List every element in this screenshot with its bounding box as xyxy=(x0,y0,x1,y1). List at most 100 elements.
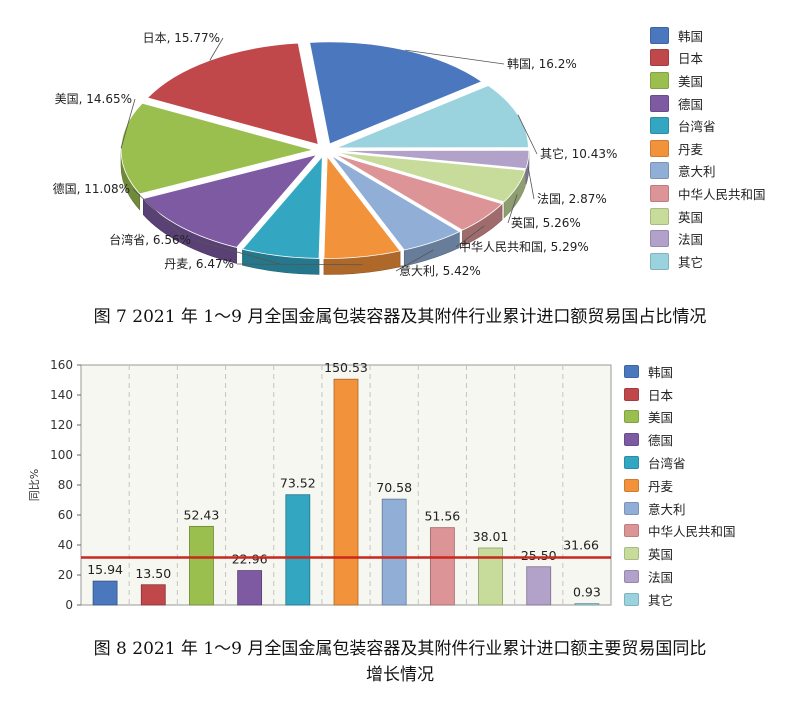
pie-data-label: 法国, 2.87% xyxy=(537,192,607,206)
legend-swatch xyxy=(650,94,669,112)
legend-label: 日本 xyxy=(678,51,704,67)
pie-leader-line xyxy=(405,49,505,65)
pie-legend-item: 韩国 xyxy=(650,24,766,47)
legend-label: 日本 xyxy=(648,387,674,403)
legend-label: 中华人民共和国 xyxy=(648,524,736,540)
y-tick-label: 140 xyxy=(50,388,73,402)
pie-tops xyxy=(120,41,530,259)
bar-legend-item: 丹麦 xyxy=(624,474,736,497)
legend-label: 意大利 xyxy=(648,501,686,517)
pie-leader-line xyxy=(193,239,280,265)
legend-swatch xyxy=(624,456,639,470)
bar-legend-item: 韩国 xyxy=(624,360,736,383)
legend-label: 中华人民共和国 xyxy=(678,186,766,202)
pie-labels: 韩国, 16.2% 其它, 10.43% 法国, 2.87% 英国, 5.26% 中华人… xyxy=(53,31,618,278)
pie-legend-item: 英国 xyxy=(650,205,766,228)
legend-label: 美国 xyxy=(648,410,674,426)
grid xyxy=(128,365,564,605)
legend-label: 丹麦 xyxy=(648,478,674,494)
pie-data-label: 中华人民共和国, 5.29% xyxy=(459,239,589,254)
pie-leader-line xyxy=(120,98,136,149)
bar xyxy=(381,498,407,606)
pie-leader-line xyxy=(455,225,485,248)
legend-swatch xyxy=(624,364,639,378)
legend-label: 英国 xyxy=(648,547,674,563)
y-tick-label: 40 xyxy=(58,538,73,552)
bar-legend-item: 英国 xyxy=(624,542,736,565)
legend-swatch xyxy=(650,162,669,180)
pie-slice xyxy=(323,155,401,259)
pie-chart: 韩国, 16.2% 其它, 10.43% 法国, 2.87% 英国, 5.26% 中华人… xyxy=(53,31,618,278)
legend-swatch xyxy=(624,524,639,538)
y-axis: 0 20 40 60 80 100 120 140 160 同比% xyxy=(28,358,81,612)
pie-data-label: 丹麦, 6.47% xyxy=(164,257,234,271)
legend-label: 台湾省 xyxy=(648,456,686,472)
pie-data-label: 英国, 5.26% xyxy=(511,216,581,230)
pie-data-label: 意大利, 5.42% xyxy=(399,263,481,278)
legend-label: 德国 xyxy=(678,96,704,112)
bar-value-label: 22.96 xyxy=(232,552,268,567)
bar xyxy=(429,527,455,606)
pie-leader-line xyxy=(395,249,434,272)
legend-swatch xyxy=(650,117,669,135)
pie-leader-line xyxy=(507,194,518,224)
bar-legend-item: 美国 xyxy=(624,406,736,429)
legend-swatch xyxy=(624,570,639,584)
bar xyxy=(333,378,359,606)
figure-8-caption-line1: 图 8 2021 年 1～9 月全国金属包装容器及其附件行业累计进口额主要贸易国… xyxy=(93,639,707,659)
bar xyxy=(140,584,166,606)
pie-legend-item: 中华人民共和国 xyxy=(650,182,766,205)
bar xyxy=(574,603,600,606)
legend-label: 法国 xyxy=(678,232,704,248)
pie-legend-item: 其它 xyxy=(650,250,766,273)
y-tick-label: 60 xyxy=(58,508,73,522)
legend-swatch xyxy=(650,230,669,248)
pie-slice xyxy=(146,42,319,146)
bar-legend-item: 中华人民共和国 xyxy=(624,520,736,543)
bar xyxy=(237,570,263,606)
pie-leader-line xyxy=(132,188,183,236)
bar-value-label: 15.94 xyxy=(87,562,123,577)
y-tick-label: 20 xyxy=(58,568,73,582)
legend-swatch xyxy=(624,433,639,447)
pie-data-label: 台湾省, 6.56% xyxy=(109,232,191,247)
pie-leader-line xyxy=(236,263,363,266)
bar-legend: 韩国日本美国德国台湾省丹麦意大利中华人民共和国 英国法国其它 xyxy=(624,360,736,611)
pie-data-label: 德国, 11.08% xyxy=(53,181,130,196)
pie-legend-item: 德国 xyxy=(650,92,766,115)
bar xyxy=(189,525,214,606)
bar-value-label: 0.93 xyxy=(573,585,601,600)
bar-value-label: 70.58 xyxy=(376,480,412,495)
bar-legend-item: 其它 xyxy=(624,588,736,611)
pie-leader-line xyxy=(527,167,535,200)
bar-value-label: 13.50 xyxy=(135,566,171,581)
pie-leader-line xyxy=(517,114,538,155)
pie-slice xyxy=(334,153,503,231)
pie-slice xyxy=(336,151,526,203)
pie-legend-item: 台湾省 xyxy=(650,114,766,137)
legend-label: 意大利 xyxy=(678,164,716,180)
bar-legend-item: 德国 xyxy=(624,428,736,451)
bar-value-label: 51.56 xyxy=(424,509,460,524)
average-line-label: 31.66 xyxy=(563,538,599,553)
pie-slice xyxy=(336,85,529,149)
legend-label: 英国 xyxy=(678,209,704,225)
y-tick-label: 100 xyxy=(50,448,73,462)
bar-legend-item: 法国 xyxy=(624,565,736,588)
legend-label: 台湾省 xyxy=(678,119,716,135)
legend-swatch xyxy=(650,49,669,67)
y-tick-label: 0 xyxy=(65,598,73,612)
legend-swatch xyxy=(624,387,639,401)
legend-label: 韩国 xyxy=(648,364,674,380)
y-tick-label: 80 xyxy=(58,478,73,492)
pie-legend-item: 丹麦 xyxy=(650,137,766,160)
bar-value-label: 25.50 xyxy=(521,548,557,563)
figure-7-caption: 图 7 2021 年 1～9 月全国金属包装容器及其附件行业累计进口额贸易国占比… xyxy=(93,307,707,327)
pie-leader-line xyxy=(209,37,224,61)
bar-value-label: 52.43 xyxy=(184,507,220,522)
pie-data-label: 韩国, 16.2% xyxy=(507,56,577,71)
bar xyxy=(285,494,311,606)
legend-label: 法国 xyxy=(648,570,674,586)
legend-swatch xyxy=(650,184,669,202)
legend-swatch xyxy=(624,501,639,515)
